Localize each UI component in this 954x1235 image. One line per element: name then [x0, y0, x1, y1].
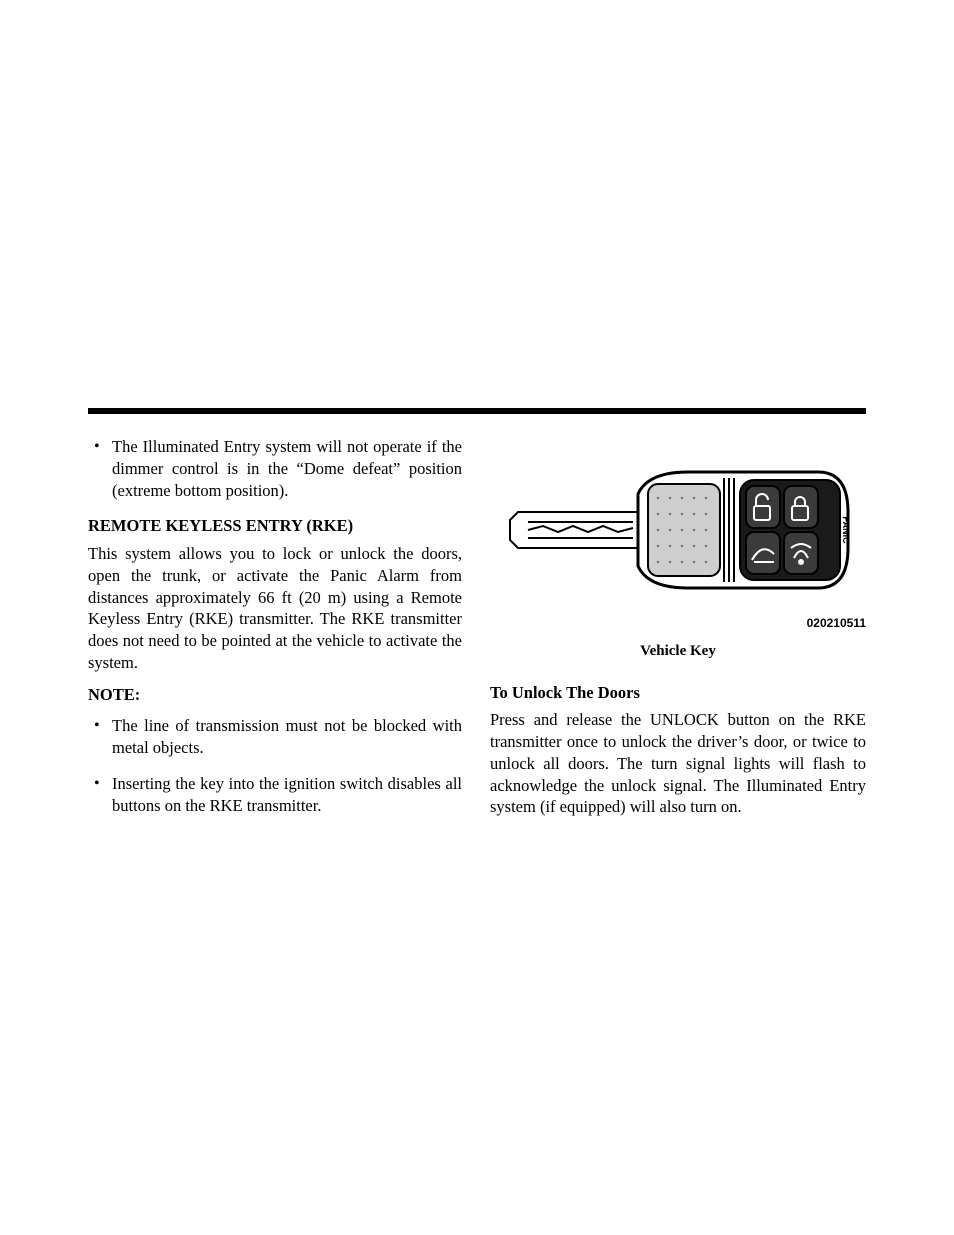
manual-page: The Illuminated Entry system will not op…	[0, 0, 954, 1235]
unlock-paragraph: Press and release the UNLOCK button on t…	[490, 709, 866, 818]
note-label-text: NOTE:	[88, 685, 140, 704]
panic-button-icon	[784, 532, 818, 574]
bullet-text: Inserting the key into the ignition swit…	[112, 774, 462, 815]
continuation-bullet-list: The Illuminated Entry system will not op…	[88, 436, 462, 501]
note-bullet-list: The line of transmission must not be blo…	[88, 715, 462, 816]
subsection-heading-unlock: To Unlock The Doors	[490, 682, 866, 704]
figure-number: 020210511	[490, 616, 866, 632]
list-item: The Illuminated Entry system will not op…	[112, 436, 462, 501]
list-item: The line of transmission must not be blo…	[112, 715, 462, 759]
left-column: The Illuminated Entry system will not op…	[88, 436, 462, 830]
key-blade-icon	[510, 512, 638, 548]
list-item: Inserting the key into the ignition swit…	[112, 773, 462, 817]
bullet-text: The Illuminated Entry system will not op…	[112, 437, 462, 500]
intro-paragraph: This system allows you to lock or unlock…	[88, 543, 462, 674]
left-button-pad-icon	[648, 484, 720, 576]
bullet-text: The line of transmission must not be blo…	[112, 716, 462, 757]
vehicle-key-figure: PANIC 020210511 Vehicle Key	[490, 442, 866, 662]
note-label: NOTE:	[88, 684, 462, 706]
figure-caption: Vehicle Key	[490, 642, 866, 662]
two-column-layout: The Illuminated Entry system will not op…	[88, 436, 866, 830]
section-heading-rke: REMOTE KEYLESS ENTRY (RKE)	[88, 515, 462, 537]
unlock-button-icon	[746, 486, 780, 528]
panic-label-text: PANIC	[841, 516, 851, 544]
header-rule	[88, 408, 866, 414]
right-column: PANIC 020210511 Vehicle Key To Unlock Th…	[490, 436, 866, 830]
vehicle-key-illustration: PANIC	[498, 442, 858, 612]
trunk-button-icon	[746, 532, 780, 574]
lock-button-icon	[784, 486, 818, 528]
